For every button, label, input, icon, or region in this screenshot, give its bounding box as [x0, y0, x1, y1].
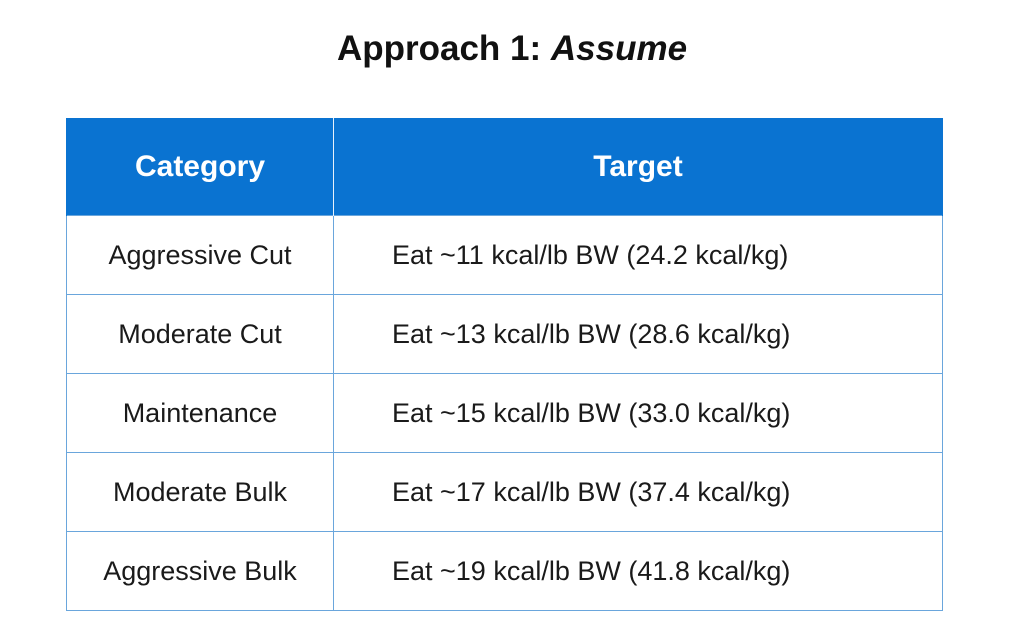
table-row: Moderate Cut Eat ~13 kcal/lb BW (28.6 kc… [66, 294, 943, 374]
category-cell: Maintenance [66, 373, 334, 453]
table-row: Aggressive Bulk Eat ~19 kcal/lb BW (41.8… [66, 531, 943, 611]
target-cell: Eat ~11 kcal/lb BW (24.2 kcal/kg) [333, 215, 943, 295]
category-cell: Aggressive Bulk [66, 531, 334, 611]
title-prefix: Approach 1: [336, 29, 551, 68]
category-cell: Aggressive Cut [66, 215, 334, 295]
page-title: Approach 1: Assume [0, 26, 1024, 72]
column-header-target: Target [333, 118, 943, 216]
column-header-category: Category [66, 118, 334, 216]
target-cell: Eat ~17 kcal/lb BW (37.4 kcal/kg) [333, 452, 943, 532]
target-cell: Eat ~19 kcal/lb BW (41.8 kcal/kg) [333, 531, 943, 611]
table-row: Aggressive Cut Eat ~11 kcal/lb BW (24.2 … [66, 215, 943, 295]
category-cell: Moderate Bulk [66, 452, 334, 532]
target-cell: Eat ~15 kcal/lb BW (33.0 kcal/kg) [333, 373, 943, 453]
calorie-target-table: Category Target Aggressive Cut Eat ~11 k… [66, 118, 943, 611]
title-emphasis: Assume [550, 29, 688, 68]
table-row: Moderate Bulk Eat ~17 kcal/lb BW (37.4 k… [66, 452, 943, 532]
target-cell: Eat ~13 kcal/lb BW (28.6 kcal/kg) [333, 294, 943, 374]
table-header-row: Category Target [66, 118, 943, 216]
table-row: Maintenance Eat ~15 kcal/lb BW (33.0 kca… [66, 373, 943, 453]
category-cell: Moderate Cut [66, 294, 334, 374]
